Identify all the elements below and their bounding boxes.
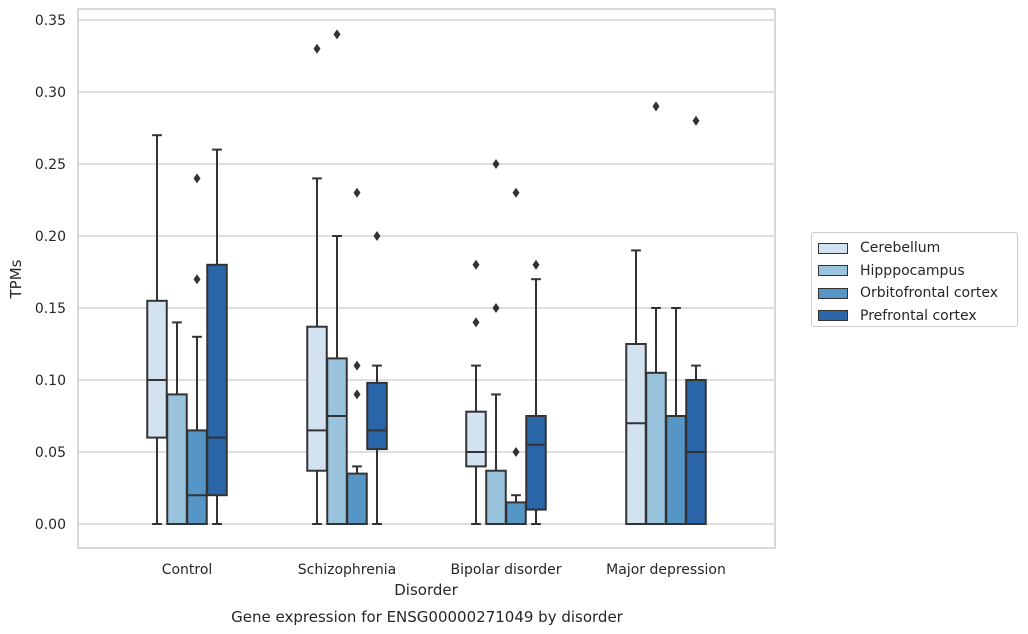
legend-swatch bbox=[818, 242, 848, 254]
x-axis-label: Disorder bbox=[394, 581, 458, 599]
outlier-point bbox=[193, 173, 201, 184]
legend-item: Prefrontal cortex bbox=[818, 305, 1017, 328]
y-tick-label: 0.20 bbox=[35, 229, 66, 245]
x-tick-label: Major depression bbox=[606, 562, 726, 578]
legend: Cerebellum Hipppocampus Orbitofrontal cort… bbox=[811, 232, 1018, 327]
box-2-2 bbox=[505, 187, 527, 525]
chart-title: Gene expression for ENSG00000271049 by d… bbox=[231, 608, 624, 626]
outlier-point bbox=[472, 259, 480, 270]
legend-item: Hipppocampus bbox=[818, 260, 1017, 283]
outlier-point bbox=[373, 231, 381, 241]
plot-frame bbox=[77, 8, 776, 549]
outlier-point bbox=[512, 447, 520, 457]
box bbox=[525, 415, 547, 511]
outlier-point bbox=[652, 101, 660, 112]
outlier-point bbox=[492, 303, 500, 313]
box-3-2 bbox=[665, 307, 687, 525]
y-tick-label: 0.15 bbox=[35, 301, 66, 317]
y-tick-labels: 0.00 0.05 0.10 0.15 0.20 0.25 0.30 0.35 bbox=[35, 13, 66, 533]
legend-label: Cerebellum bbox=[860, 240, 941, 257]
box-0-2 bbox=[186, 173, 208, 525]
box bbox=[186, 429, 208, 525]
outlier-point bbox=[692, 115, 700, 126]
outlier-point bbox=[193, 274, 201, 285]
y-tick-label: 0.35 bbox=[35, 13, 66, 29]
box bbox=[485, 469, 507, 525]
legend-swatch bbox=[818, 310, 848, 322]
box-2-0 bbox=[465, 259, 487, 525]
box bbox=[625, 343, 647, 525]
y-tick-label: 0.00 bbox=[35, 517, 66, 533]
y-tick-label: 0.05 bbox=[35, 445, 66, 461]
legend-swatch bbox=[818, 265, 848, 277]
box bbox=[346, 472, 368, 526]
box bbox=[306, 325, 328, 472]
box bbox=[645, 371, 667, 525]
box-0-3 bbox=[206, 148, 228, 525]
box-1-1 bbox=[326, 29, 348, 525]
outlier-point bbox=[353, 389, 361, 400]
box bbox=[465, 410, 487, 468]
y-axis-label: TPMs bbox=[7, 259, 25, 299]
y-tick-label: 0.30 bbox=[35, 85, 66, 101]
box bbox=[166, 393, 188, 525]
box-0-1 bbox=[166, 321, 188, 525]
legend-label: Prefrontal cortex bbox=[860, 307, 977, 324]
box bbox=[326, 357, 348, 525]
box-0-0 bbox=[146, 134, 168, 525]
box bbox=[206, 263, 228, 497]
box-2-3 bbox=[525, 259, 547, 525]
x-tick-label: Bipolar disorder bbox=[450, 562, 561, 578]
outlier-point bbox=[353, 360, 361, 371]
box-3-1 bbox=[645, 101, 667, 525]
box bbox=[665, 415, 687, 525]
outlier-point bbox=[492, 159, 500, 169]
outlier-point bbox=[472, 317, 480, 328]
legend-label: Hipppocampus bbox=[860, 262, 965, 279]
outlier-point bbox=[333, 29, 341, 40]
box bbox=[146, 299, 168, 439]
box-1-2 bbox=[346, 187, 368, 526]
outlier-point bbox=[353, 187, 361, 198]
y-tick-label: 0.10 bbox=[35, 373, 66, 389]
box-1-3 bbox=[366, 231, 388, 525]
outlier-point bbox=[512, 187, 520, 198]
box-3-0 bbox=[625, 249, 647, 525]
x-tick-labels: Control Schizophrenia Bipolar disorder Majo… bbox=[162, 562, 726, 578]
x-tick-label: Control bbox=[162, 562, 213, 578]
box bbox=[505, 501, 527, 525]
box-2-1 bbox=[485, 159, 507, 525]
box-3-3 bbox=[685, 115, 707, 525]
y-tick-label: 0.25 bbox=[35, 157, 66, 173]
legend-item: Cerebellum bbox=[818, 237, 1017, 260]
legend-item: Orbitofrontal cortex bbox=[818, 282, 1017, 305]
outlier-point bbox=[313, 43, 321, 54]
legend-label: Orbitofrontal cortex bbox=[860, 285, 998, 302]
legend-swatch bbox=[818, 287, 848, 299]
x-tick-label: Schizophrenia bbox=[298, 562, 396, 578]
box-series bbox=[146, 29, 707, 526]
box bbox=[366, 381, 388, 451]
outlier-point bbox=[532, 259, 540, 270]
box-1-0 bbox=[306, 43, 328, 525]
